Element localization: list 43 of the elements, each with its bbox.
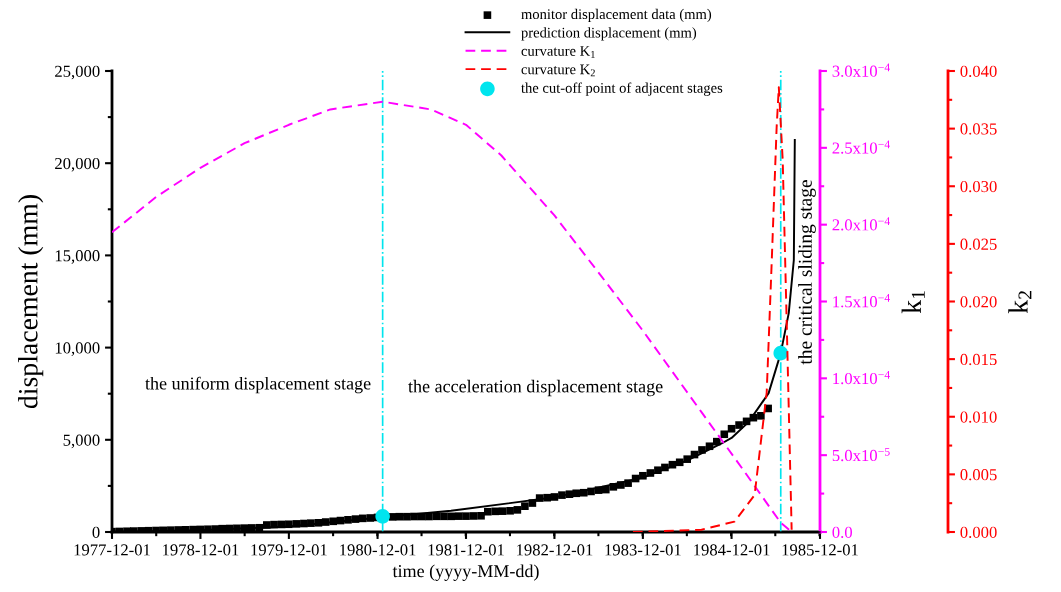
y-axis-title: displacement (mm) [18, 195, 44, 409]
x-tick-label: 1985-12-01 [782, 544, 858, 556]
x-tick-label: 1980-12-01 [340, 544, 416, 556]
y3-tick-label: 0.025 [960, 238, 997, 250]
y3-axis-title: k$_{2}$ [1008, 291, 1032, 314]
y3-tick-label: 0.005 [960, 469, 997, 481]
y3-tick-label: 0.010 [960, 411, 997, 423]
y-tick-label: 25,000 [55, 65, 100, 80]
x-tick-label: 1984-12-01 [694, 544, 770, 556]
x-tick-label: 1978-12-01 [163, 544, 239, 556]
y-tick-label: 5,000 [63, 434, 100, 449]
x-tick-label: 1983-12-01 [605, 544, 681, 556]
y-tick-label: 10,000 [55, 342, 100, 356]
y2-tick-label: 5.0x10$^{−5}$ [832, 447, 890, 462]
x-tick-label: 1977-12-01 [74, 544, 150, 556]
y2-tick-label: 2.0x10$^{−4}$ [832, 217, 890, 231]
x-tick-label: 1979-12-01 [251, 544, 327, 556]
legend-label: the cut-off point of adjacent stages [521, 82, 723, 96]
legend-label: curvature K$_{1}$ [521, 46, 595, 58]
y3-tick-label: 0.000 [960, 526, 997, 539]
y3-tick-label: 0.020 [960, 296, 997, 308]
y2-tick-label: 2.5x10$^{−4}$ [832, 140, 890, 154]
legend-label: curvature K$_{2}$ [521, 64, 595, 77]
annotation: the acceleration displacement stage [408, 379, 663, 397]
legend-label: prediction displacement (mm) [521, 27, 697, 41]
y2-tick-label: 1.5x10$^{−4}$ [833, 294, 890, 308]
x-tick-label: 1981-12-01 [428, 544, 504, 556]
y-tick-label: 15,000 [55, 250, 100, 264]
y3-tick-label: 0.030 [960, 180, 997, 193]
x-axis-title: time (yyyy-MM-dd) [392, 564, 539, 581]
y3-tick-label: 0.015 [960, 353, 997, 366]
annotation: the uniform displacement stage [145, 376, 371, 394]
y-tick-label: 0 [92, 526, 100, 538]
annotation: the critical sliding stage [798, 180, 816, 365]
y3-tick-label: 0.035 [960, 123, 997, 135]
y3-tick-label: 0.040 [960, 65, 997, 78]
x-tick-label: 1982-12-01 [517, 544, 593, 556]
y2-tick-label: 1.0x10$^{−4}$ [833, 370, 890, 385]
y2-axis-title: k$_{1}$ [901, 291, 925, 314]
y-tick-label: 20,000 [55, 157, 100, 172]
y2-tick-label: 3.0x10$^{−4}$ [832, 63, 890, 77]
legend-label: monitor displacement data (mm) [521, 8, 712, 23]
y2-tick-label: 0.0 [832, 526, 852, 539]
